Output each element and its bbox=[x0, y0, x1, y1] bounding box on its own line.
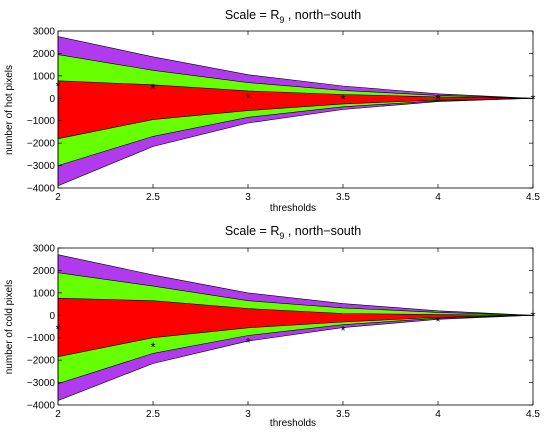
data-point-marker: * bbox=[530, 308, 535, 323]
data-point-marker: * bbox=[435, 91, 440, 106]
y-tick-label: 1000 bbox=[33, 71, 56, 82]
band-area bbox=[57, 297, 534, 358]
data-point-marker: * bbox=[340, 91, 345, 106]
y-tick-label: −1000 bbox=[27, 116, 56, 127]
chart-title: Scale = R9 , north−south bbox=[225, 224, 361, 241]
plot-frame bbox=[57, 30, 534, 189]
x-tick-label: 3.5 bbox=[336, 409, 350, 420]
data-point-marker: * bbox=[55, 322, 60, 337]
x-tick-label: 2 bbox=[55, 192, 61, 203]
x-tick-label: 4.5 bbox=[526, 192, 540, 203]
y-tick-label: −2000 bbox=[27, 356, 56, 367]
y-tick-label: −4000 bbox=[27, 401, 56, 412]
y-tick-label: −3000 bbox=[27, 161, 56, 172]
data-point-marker: * bbox=[530, 91, 535, 106]
x-tick-label: 4.5 bbox=[526, 409, 540, 420]
x-tick-label: 4 bbox=[435, 409, 441, 420]
x-axis-label: thresholds bbox=[270, 203, 316, 214]
y-tick-label: −2000 bbox=[27, 139, 56, 150]
plot-frame bbox=[57, 247, 534, 406]
x-axis-label: thresholds bbox=[270, 418, 316, 429]
y-axis-label: number of hot pixels bbox=[4, 65, 15, 155]
x-tick-label: 2 bbox=[55, 409, 61, 420]
x-tick-label: 2.5 bbox=[146, 409, 160, 420]
band-area bbox=[57, 272, 534, 385]
y-tick-label: 1000 bbox=[33, 288, 56, 299]
band-area bbox=[57, 80, 534, 140]
y-tick-label: 3000 bbox=[33, 27, 56, 38]
data-point-marker: * bbox=[435, 314, 440, 329]
x-tick-label: 3.5 bbox=[336, 192, 350, 203]
data-point-marker: * bbox=[150, 81, 155, 96]
y-tick-label: 2000 bbox=[33, 266, 56, 277]
y-axis-label: number of cold pixels bbox=[4, 280, 15, 375]
band-area bbox=[57, 54, 534, 167]
y-tick-label: −4000 bbox=[27, 184, 56, 195]
data-point-marker: * bbox=[245, 91, 250, 106]
data-point-marker: * bbox=[245, 335, 250, 350]
chart-panel-bottom: Scale = R9 , north−south 2 2.5 3 3.5 4 4.5 300… bbox=[4, 224, 540, 429]
data-point-marker: * bbox=[340, 323, 345, 338]
chart-panel-top: Scale = R9 , north−south 2 2.5 3 3.5 4 4.5 300… bbox=[4, 8, 540, 214]
x-tick-label: 4 bbox=[435, 192, 441, 203]
y-tick-label: 3000 bbox=[33, 244, 56, 255]
y-tick-label: 0 bbox=[49, 94, 55, 105]
y-tick-label: −1000 bbox=[27, 333, 56, 344]
data-point-marker: * bbox=[55, 79, 60, 94]
x-tick-label: 3 bbox=[245, 409, 251, 420]
x-tick-label: 3 bbox=[245, 192, 251, 203]
data-point-marker: * bbox=[150, 340, 155, 355]
y-tick-label: −3000 bbox=[27, 378, 56, 389]
x-tick-label: 2.5 bbox=[146, 192, 160, 203]
y-tick-label: 0 bbox=[49, 311, 55, 322]
y-tick-label: 2000 bbox=[33, 49, 56, 60]
chart-title: Scale = R9 , north−south bbox=[225, 8, 361, 25]
